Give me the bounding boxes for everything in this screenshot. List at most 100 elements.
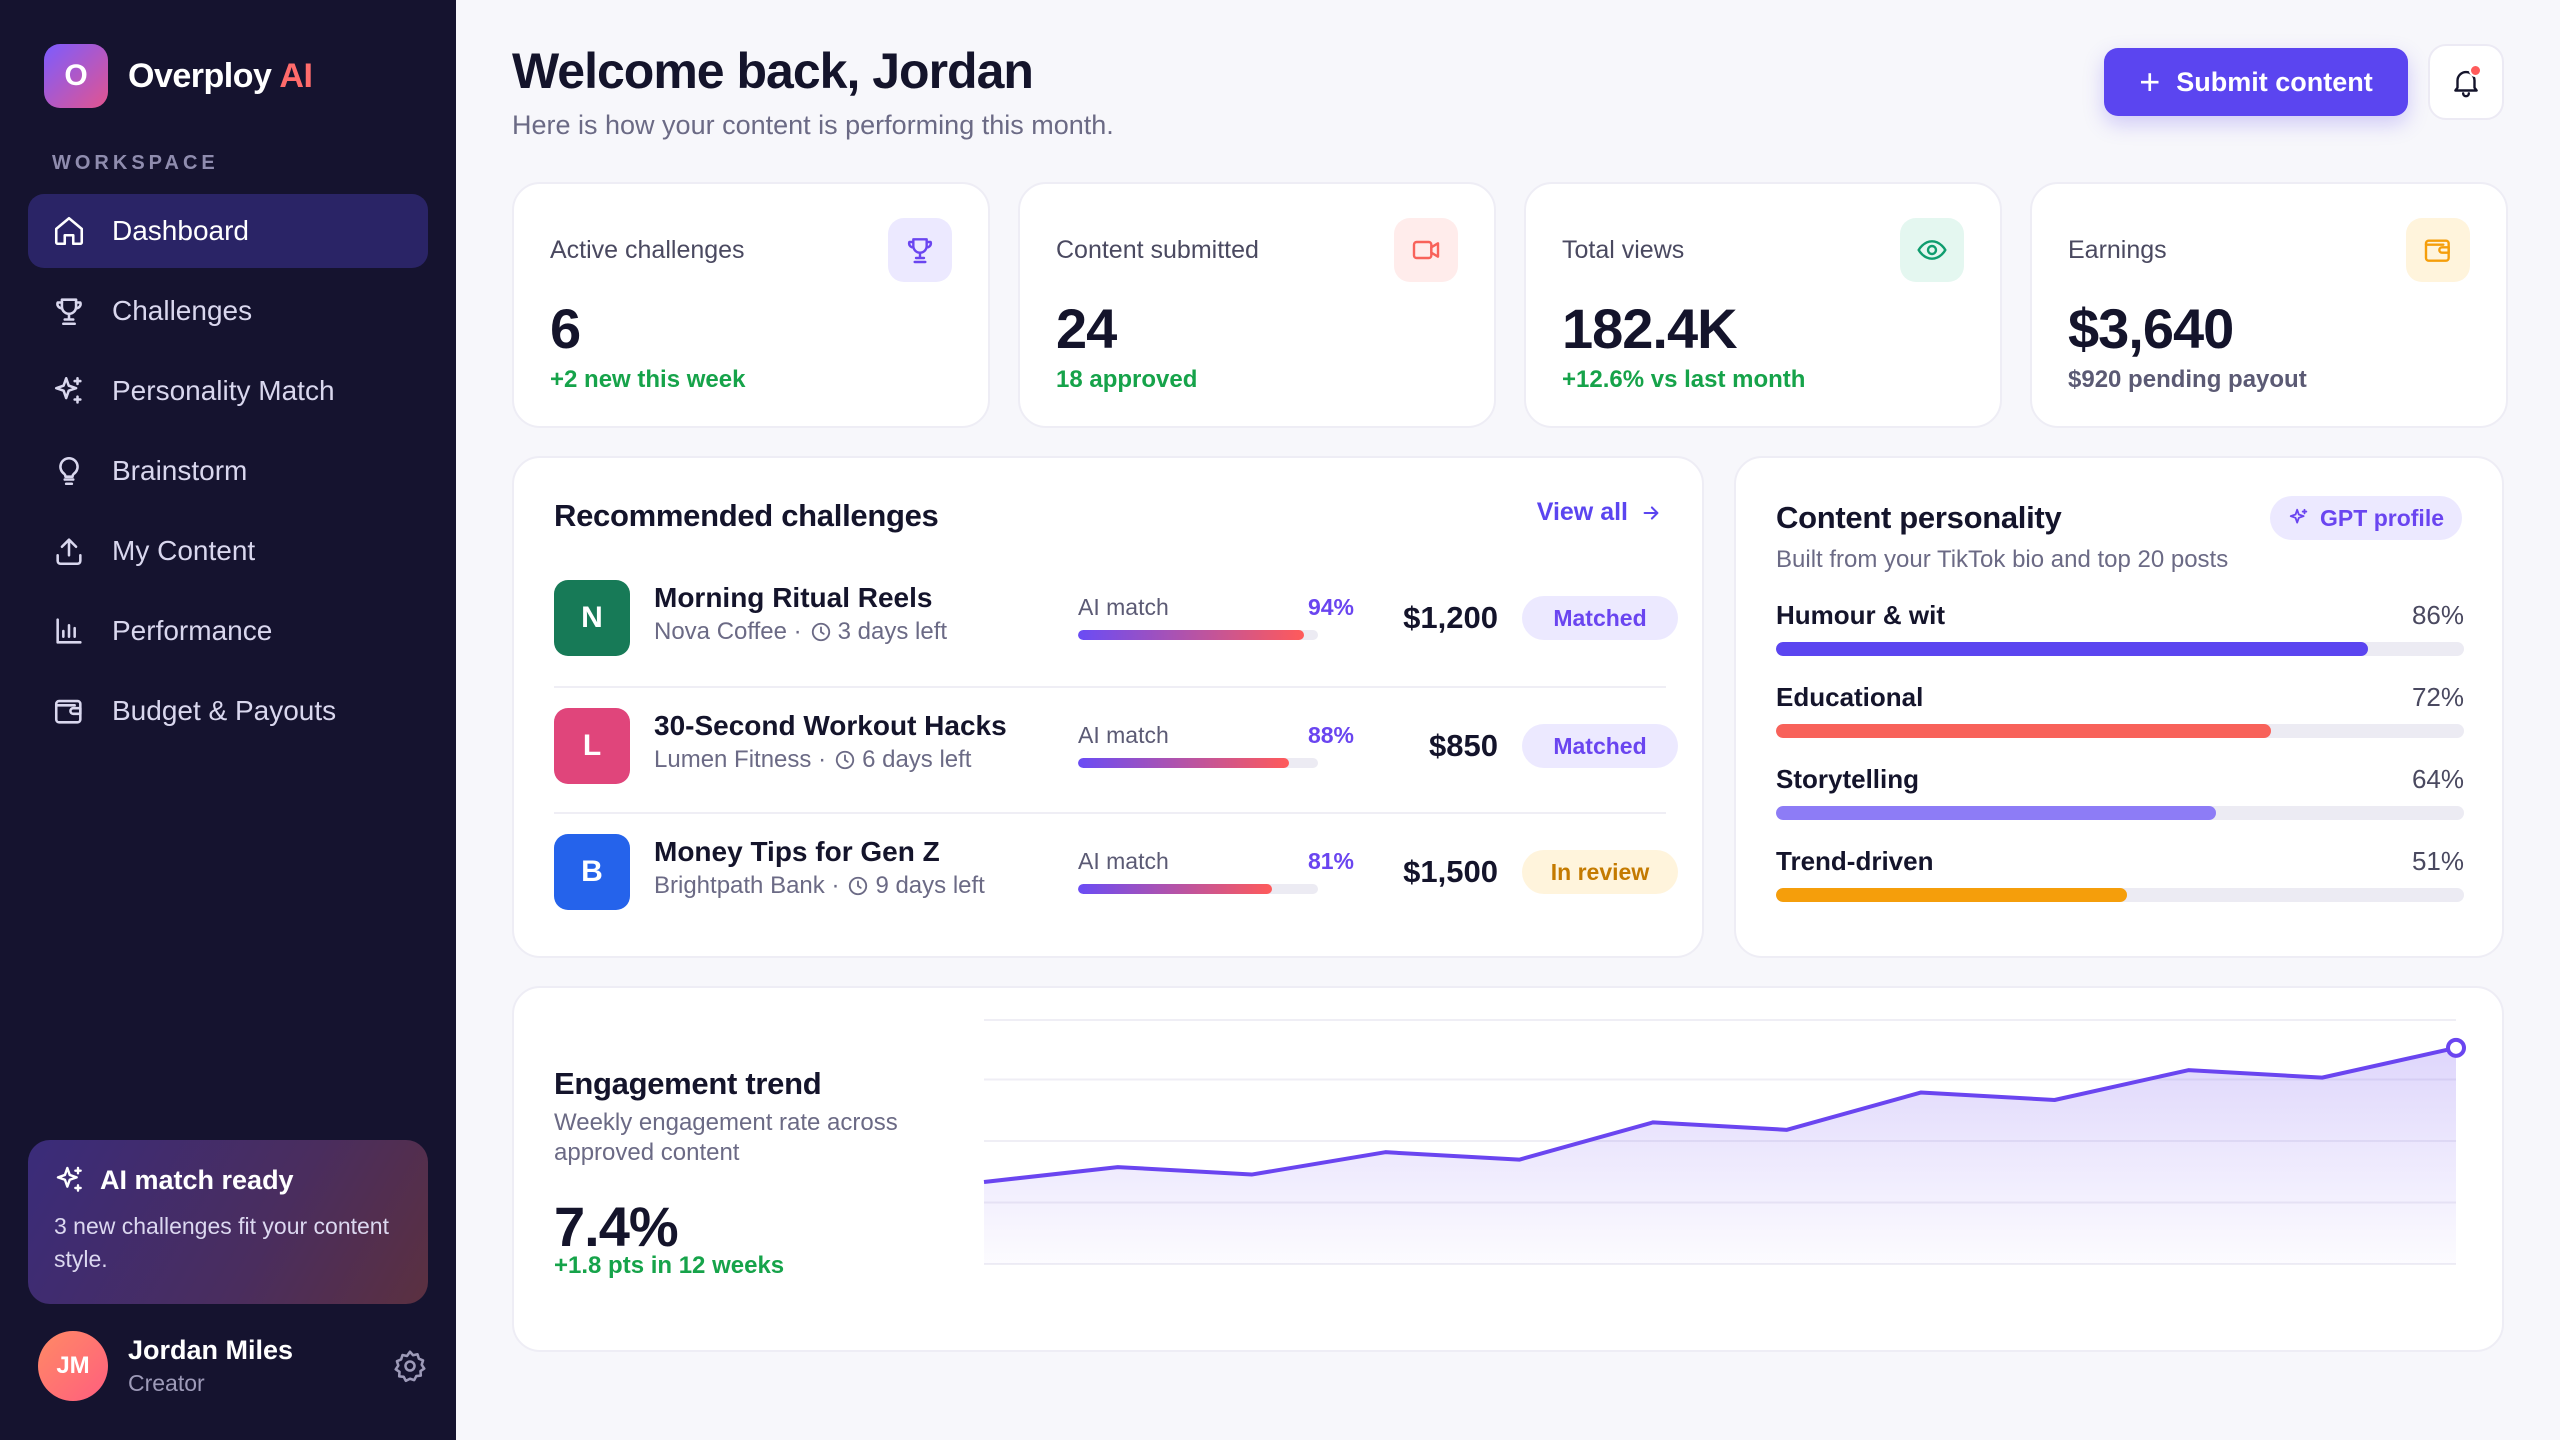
data-point[interactable] [1516, 1157, 1522, 1163]
sidebar-item-dashboard[interactable]: Dashboard [28, 194, 428, 268]
stat-card-total-views[interactable]: Total views 182.4K +12.6% vs last month [1524, 182, 2002, 428]
stat-note: +2 new this week [550, 366, 746, 393]
gear-icon[interactable] [392, 1348, 428, 1384]
view-all-link[interactable]: View all [1537, 498, 1662, 527]
home-icon [54, 216, 84, 246]
trait-bar [1776, 806, 2464, 820]
challenge-title: 30-Second Workout Hacks [654, 710, 1007, 741]
submit-content-button[interactable]: + Submit content [2104, 48, 2408, 116]
plus-icon: + [2139, 61, 2161, 102]
engagement-trend-card: Engagement trend Weekly engagement rate … [512, 986, 2504, 1352]
data-point[interactable] [2185, 1067, 2191, 1073]
clock-icon [811, 622, 830, 642]
trait-name: Trend-driven [1776, 846, 1934, 876]
stat-card-content-submitted[interactable]: Content submitted 24 18 approved [1018, 182, 1496, 428]
challenge-row[interactable]: L 30-Second Workout Hacks Lumen Fitness … [554, 684, 1678, 810]
sidebar-item-challenges[interactable]: Challenges [28, 274, 428, 348]
trait-percent: 51% [2411, 846, 2464, 876]
submit-content-label: Submit content [2176, 66, 2373, 97]
view-all-label: View all [1536, 498, 1628, 526]
user-role: Creator [128, 1370, 205, 1396]
sidebar-item-label: Brainstorm [112, 455, 248, 486]
status-badge: In review [1522, 850, 1678, 894]
engagement-rate-value: 7.4% [554, 1195, 679, 1258]
trait-bar-fill [1776, 724, 2272, 738]
sidebar-item-performance[interactable]: Performance [28, 594, 428, 668]
challenge-row[interactable]: B Money Tips for Gen Z Brightpath Bank ·… [554, 810, 1678, 936]
challenge-title: Money Tips for Gen Z [654, 836, 940, 867]
brand-logo: N [554, 580, 630, 656]
sidebar-item-my-content[interactable]: My Content [28, 514, 428, 588]
ai-match-bar-fill [1078, 884, 1273, 894]
challenge-row[interactable]: N Morning Ritual Reels Nova Coffee · 3 d… [554, 556, 1678, 682]
wallet-icon [54, 699, 82, 724]
content-personality-title: Content personality [1776, 500, 2062, 535]
data-point[interactable] [2319, 1075, 2325, 1081]
engagement-trend-subtitle: Weekly engagement rate across approved c… [554, 1109, 898, 1166]
challenge-amount: $850 [1429, 728, 1498, 763]
notification-dot [2469, 64, 2482, 77]
engagement-trend-title: Engagement trend [554, 1066, 822, 1101]
challenge-meta: Brightpath Bank · 9 days left [654, 872, 985, 900]
row-divider [554, 686, 1666, 688]
trait-row: Humour & wit 86% [1776, 600, 2464, 670]
clock-icon [849, 876, 868, 896]
data-point[interactable] [1650, 1119, 1656, 1125]
stat-label: Content submitted [1056, 236, 1259, 264]
brand-name: Overploy AI [128, 57, 313, 96]
data-point[interactable] [2052, 1097, 2058, 1103]
trait-name: Educational [1776, 682, 1924, 712]
user-profile[interactable]: JM Jordan Miles Creator [38, 1330, 428, 1402]
ai-match-label: AI match [1078, 848, 1169, 874]
ai-match-percent: 88% [1307, 722, 1354, 748]
brand-logo: L [554, 708, 630, 784]
trait-percent: 86% [2411, 600, 2464, 630]
clock-icon [835, 750, 855, 770]
sidebar-item-personality-match[interactable]: Personality Match [28, 354, 428, 428]
user-name: Jordan Miles [128, 1335, 294, 1365]
notifications-button[interactable] [2428, 44, 2504, 120]
engagement-area [984, 1047, 2456, 1264]
stat-value: $3,640 [2068, 297, 2234, 360]
data-point[interactable] [981, 1179, 987, 1185]
ai-match-bar [1078, 758, 1318, 768]
sidebar-item-brainstorm[interactable]: Brainstorm [28, 434, 428, 508]
wallet-icon [2406, 218, 2470, 282]
trait-bar [1776, 888, 2464, 902]
engagement-trend-chart[interactable] [970, 1012, 2466, 1282]
eye-icon [1900, 218, 1964, 282]
stat-card-earnings[interactable]: Earnings $3,640 $920 pending payout [2030, 182, 2508, 428]
trait-bar-fill [1776, 642, 2368, 656]
ai-match-card[interactable]: AI match ready 3 new challenges fit your… [28, 1140, 428, 1304]
brand[interactable]: O Overploy AI [44, 44, 313, 108]
stat-value: 24 [1056, 297, 1117, 360]
recommended-challenges-card: Recommended challenges View all N Mornin… [512, 456, 1704, 958]
gpt-profile-badge[interactable]: GPT profile [2270, 496, 2462, 540]
ai-match-card-title: AI match ready [100, 1164, 294, 1195]
data-point[interactable] [1784, 1127, 1790, 1133]
stat-card-active-challenges[interactable]: Active challenges 6 +2 new this week [512, 182, 990, 428]
trait-percent: 64% [2411, 764, 2464, 794]
latest-data-point[interactable] [2446, 1037, 2466, 1058]
challenge-days-left: 6 days left [862, 746, 972, 773]
engagement-line [983, 1045, 2457, 1184]
data-point[interactable] [1918, 1090, 1924, 1096]
data-point[interactable] [1249, 1172, 1255, 1178]
data-point[interactable] [1115, 1164, 1121, 1170]
trait-bar-fill [1776, 888, 2127, 902]
ai-match-card-text: 3 new challenges fit your content style. [54, 1213, 389, 1272]
sparkles-icon [2289, 508, 2308, 524]
data-point[interactable] [1382, 1149, 1388, 1155]
challenge-days-left: 3 days left [837, 618, 948, 645]
sidebar-item-budget-payouts[interactable]: Budget & Payouts [28, 674, 428, 748]
upload-icon [56, 538, 82, 566]
trait-name: Storytelling [1776, 764, 1920, 794]
sidebar: O Overploy AI WORKSPACE Dashboard Challen… [0, 0, 456, 1440]
user-meta: Jordan Miles Creator [128, 1335, 293, 1397]
stat-label: Active challenges [550, 236, 745, 264]
sidebar-item-label: Dashboard [112, 215, 249, 246]
stat-value: 6 [550, 297, 581, 360]
sidebar-item-label: My Content [112, 535, 256, 566]
challenge-meta: Nova Coffee · 3 days left [654, 618, 947, 646]
video-icon [1394, 218, 1458, 282]
